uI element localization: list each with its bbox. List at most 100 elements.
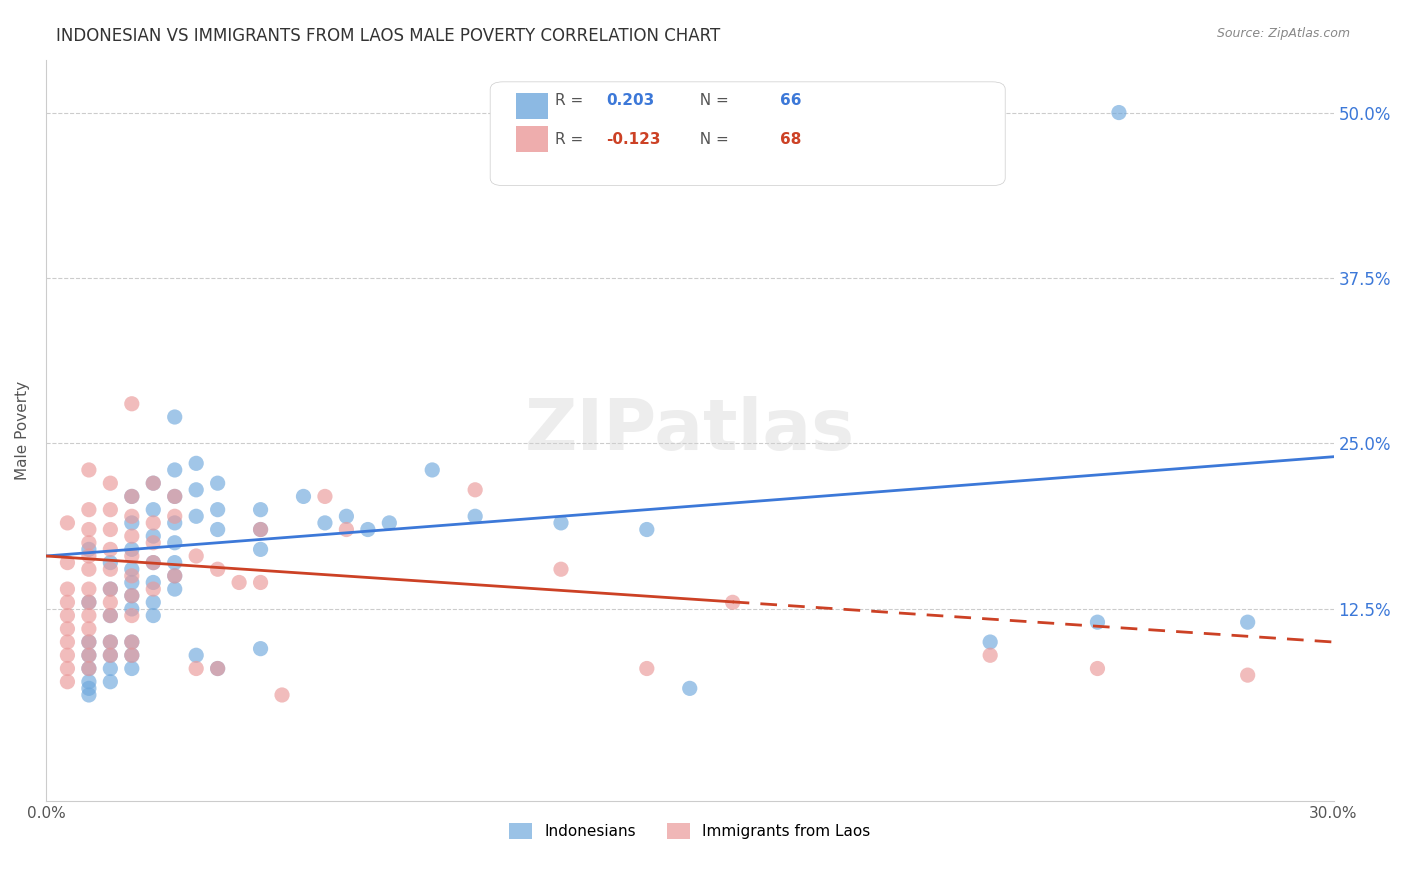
- Point: [98, 635, 121, 649]
- Point: [121, 569, 143, 583]
- Point: [77, 648, 100, 663]
- Point: [98, 582, 121, 596]
- Point: [98, 523, 121, 537]
- Text: N =: N =: [690, 132, 734, 147]
- Point: [249, 502, 271, 516]
- Point: [357, 523, 380, 537]
- Point: [98, 635, 121, 649]
- Point: [77, 688, 100, 702]
- Point: [163, 490, 186, 504]
- Point: [121, 589, 143, 603]
- Point: [121, 648, 143, 663]
- Point: [121, 608, 143, 623]
- Point: [121, 542, 143, 557]
- Point: [207, 523, 229, 537]
- Point: [142, 502, 165, 516]
- Point: [77, 661, 100, 675]
- Point: [1236, 615, 1258, 630]
- Point: [979, 648, 1001, 663]
- Point: [77, 595, 100, 609]
- Point: [420, 463, 443, 477]
- Point: [77, 635, 100, 649]
- Point: [335, 523, 357, 537]
- Point: [163, 409, 186, 424]
- Point: [98, 595, 121, 609]
- Point: [98, 582, 121, 596]
- Point: [186, 661, 208, 675]
- Point: [550, 562, 572, 576]
- Point: [121, 602, 143, 616]
- Point: [163, 569, 186, 583]
- Point: [1087, 615, 1109, 630]
- Point: [77, 502, 100, 516]
- Bar: [516, 93, 548, 119]
- Point: [56, 556, 79, 570]
- Point: [207, 502, 229, 516]
- Point: [56, 674, 79, 689]
- Point: [142, 529, 165, 543]
- Text: INDONESIAN VS IMMIGRANTS FROM LAOS MALE POVERTY CORRELATION CHART: INDONESIAN VS IMMIGRANTS FROM LAOS MALE …: [56, 27, 720, 45]
- Text: Source: ZipAtlas.com: Source: ZipAtlas.com: [1216, 27, 1350, 40]
- Point: [77, 535, 100, 549]
- Point: [186, 483, 208, 497]
- Point: [121, 397, 143, 411]
- Point: [163, 535, 186, 549]
- Point: [1236, 668, 1258, 682]
- Point: [121, 648, 143, 663]
- Point: [249, 575, 271, 590]
- Point: [186, 456, 208, 470]
- Point: [636, 523, 658, 537]
- Point: [186, 509, 208, 524]
- Point: [56, 595, 79, 609]
- Point: [163, 556, 186, 570]
- Point: [464, 483, 486, 497]
- Point: [249, 641, 271, 656]
- Point: [56, 635, 79, 649]
- Point: [98, 608, 121, 623]
- Point: [98, 562, 121, 576]
- Point: [636, 661, 658, 675]
- Point: [142, 476, 165, 491]
- Point: [121, 562, 143, 576]
- Text: N =: N =: [690, 93, 734, 108]
- Point: [77, 595, 100, 609]
- Point: [249, 523, 271, 537]
- Point: [314, 516, 336, 530]
- Point: [142, 608, 165, 623]
- Point: [121, 635, 143, 649]
- Point: [1108, 105, 1130, 120]
- Point: [721, 595, 744, 609]
- Point: [77, 608, 100, 623]
- Point: [271, 688, 294, 702]
- Point: [679, 681, 702, 696]
- Legend: Indonesians, Immigrants from Laos: Indonesians, Immigrants from Laos: [503, 817, 876, 845]
- Y-axis label: Male Poverty: Male Poverty: [15, 381, 30, 480]
- Point: [979, 635, 1001, 649]
- Point: [550, 516, 572, 530]
- Point: [163, 463, 186, 477]
- Point: [142, 575, 165, 590]
- Point: [207, 562, 229, 576]
- Point: [163, 509, 186, 524]
- Point: [228, 575, 250, 590]
- Point: [249, 542, 271, 557]
- Point: [378, 516, 401, 530]
- Point: [314, 490, 336, 504]
- Point: [142, 556, 165, 570]
- Point: [163, 516, 186, 530]
- FancyBboxPatch shape: [491, 82, 1005, 186]
- Point: [142, 535, 165, 549]
- Point: [121, 490, 143, 504]
- Point: [98, 648, 121, 663]
- Point: [98, 674, 121, 689]
- Point: [121, 529, 143, 543]
- Point: [77, 674, 100, 689]
- Text: ZIPatlas: ZIPatlas: [524, 396, 855, 465]
- Point: [121, 661, 143, 675]
- Point: [77, 635, 100, 649]
- Point: [163, 582, 186, 596]
- Text: 66: 66: [780, 93, 801, 108]
- Point: [186, 648, 208, 663]
- Point: [207, 661, 229, 675]
- Point: [121, 575, 143, 590]
